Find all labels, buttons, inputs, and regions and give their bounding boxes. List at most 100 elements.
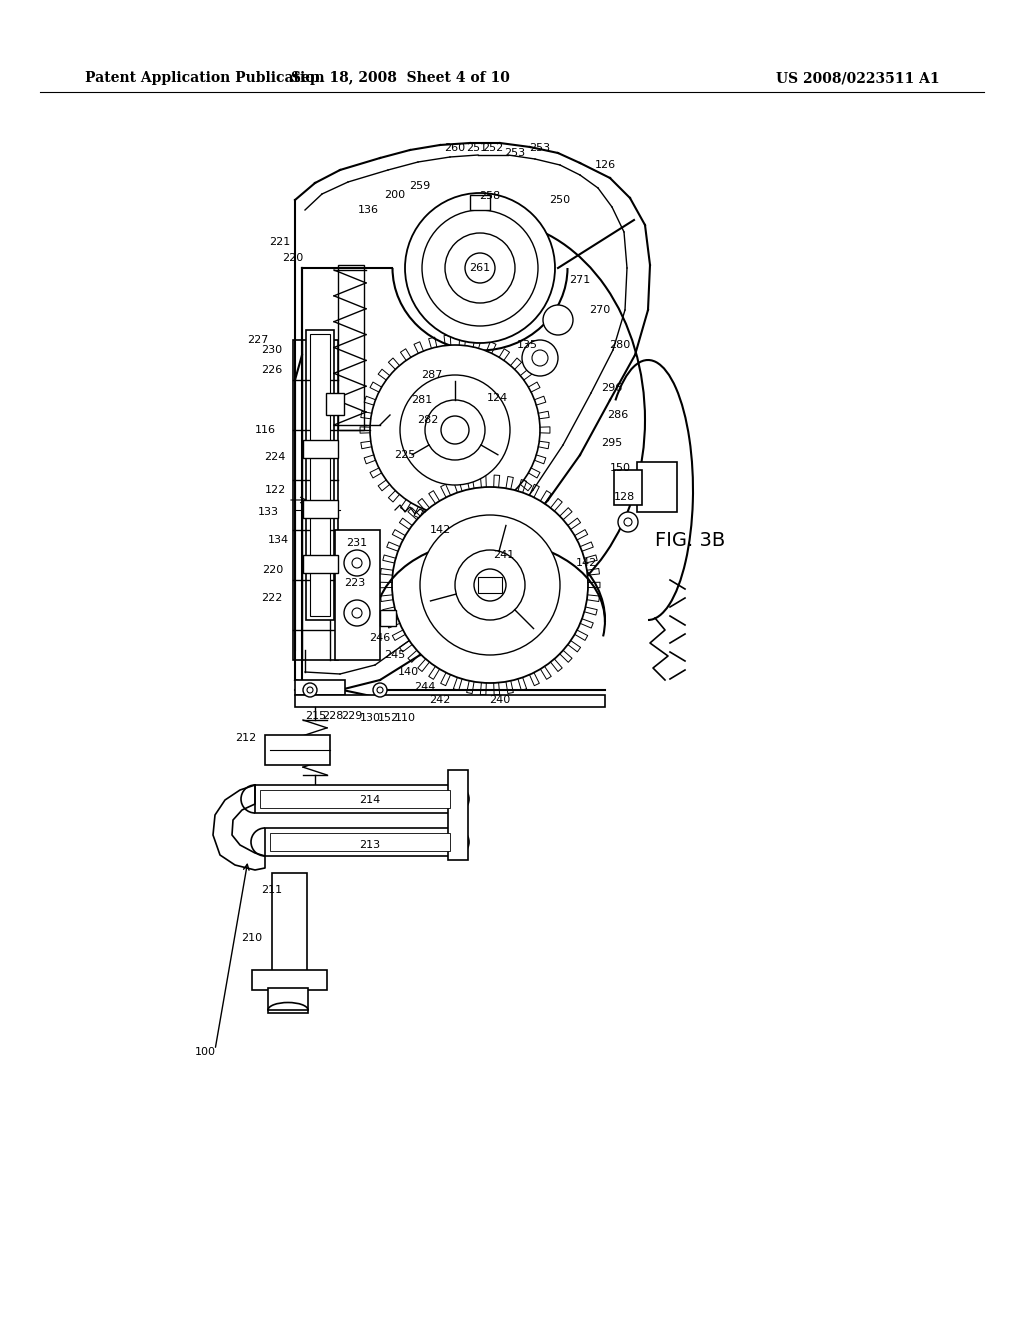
- Bar: [614, 470, 642, 506]
- Circle shape: [532, 350, 548, 366]
- Text: 240: 240: [489, 696, 511, 705]
- Text: 227: 227: [248, 335, 268, 345]
- Circle shape: [370, 345, 540, 515]
- Text: 230: 230: [261, 345, 283, 355]
- Text: FIG. 3B: FIG. 3B: [655, 531, 725, 549]
- Text: 142: 142: [429, 525, 451, 535]
- Text: 286: 286: [607, 411, 629, 420]
- Text: 212: 212: [236, 733, 257, 743]
- Text: 100: 100: [195, 1047, 215, 1057]
- Circle shape: [543, 305, 573, 335]
- Text: 231: 231: [346, 539, 368, 548]
- Text: 220: 220: [262, 565, 284, 576]
- Text: 282: 282: [418, 414, 438, 425]
- Text: 130: 130: [359, 713, 381, 723]
- Text: 258: 258: [479, 191, 501, 201]
- Bar: [470, 195, 490, 210]
- Text: 251: 251: [467, 143, 487, 153]
- Circle shape: [352, 609, 362, 618]
- Text: 221: 221: [269, 238, 291, 247]
- Circle shape: [406, 193, 555, 343]
- Text: 259: 259: [410, 181, 431, 191]
- Text: 142: 142: [575, 558, 597, 568]
- Bar: [303, 440, 338, 458]
- Circle shape: [400, 375, 510, 484]
- Text: 134: 134: [267, 535, 289, 545]
- Bar: [293, 341, 338, 660]
- Text: 225: 225: [394, 450, 416, 459]
- Text: 140: 140: [397, 667, 419, 677]
- Bar: [260, 789, 450, 808]
- Circle shape: [344, 601, 370, 626]
- Text: 110: 110: [394, 713, 416, 723]
- Text: 228: 228: [323, 711, 344, 721]
- Bar: [637, 462, 677, 512]
- Bar: [295, 680, 345, 696]
- Text: 281: 281: [412, 395, 432, 405]
- Bar: [338, 265, 364, 430]
- Bar: [478, 577, 502, 593]
- Text: 229: 229: [341, 711, 362, 721]
- Circle shape: [307, 686, 313, 693]
- Text: 245: 245: [384, 649, 406, 660]
- Bar: [268, 987, 308, 1012]
- Text: 226: 226: [261, 366, 283, 375]
- Circle shape: [303, 682, 317, 697]
- Text: 280: 280: [609, 341, 631, 350]
- Circle shape: [441, 416, 469, 444]
- Text: 253: 253: [529, 143, 551, 153]
- Text: 135: 135: [516, 341, 538, 350]
- Circle shape: [392, 487, 588, 682]
- Text: 126: 126: [595, 160, 615, 170]
- Bar: [255, 785, 455, 813]
- Text: 124: 124: [486, 393, 508, 403]
- Circle shape: [344, 550, 370, 576]
- Text: 136: 136: [357, 205, 379, 215]
- Bar: [303, 500, 338, 517]
- Bar: [252, 970, 327, 990]
- Text: 222: 222: [261, 593, 283, 603]
- Circle shape: [445, 234, 515, 304]
- Circle shape: [373, 682, 387, 697]
- Bar: [272, 873, 307, 973]
- Text: 244: 244: [415, 682, 435, 692]
- Bar: [380, 610, 396, 626]
- Text: 295: 295: [601, 438, 623, 447]
- Circle shape: [465, 253, 495, 282]
- Bar: [306, 330, 334, 620]
- Bar: [303, 554, 338, 573]
- Bar: [449, 770, 468, 861]
- Bar: [295, 696, 605, 708]
- Bar: [265, 828, 455, 855]
- Text: 214: 214: [359, 795, 381, 805]
- Circle shape: [420, 515, 560, 655]
- Text: 250: 250: [550, 195, 570, 205]
- Text: 213: 213: [359, 840, 381, 850]
- Circle shape: [522, 341, 558, 376]
- Circle shape: [474, 569, 506, 601]
- Bar: [310, 334, 330, 616]
- Text: 224: 224: [264, 451, 286, 462]
- Text: 122: 122: [264, 484, 286, 495]
- Text: Sep. 18, 2008  Sheet 4 of 10: Sep. 18, 2008 Sheet 4 of 10: [291, 71, 509, 84]
- Bar: [326, 393, 344, 414]
- Circle shape: [455, 550, 525, 620]
- Text: 220: 220: [283, 253, 304, 263]
- Text: 200: 200: [384, 190, 406, 201]
- Text: 133: 133: [257, 507, 279, 517]
- Text: Patent Application Publication: Patent Application Publication: [85, 71, 325, 84]
- Circle shape: [352, 558, 362, 568]
- Circle shape: [624, 517, 632, 525]
- Circle shape: [425, 400, 485, 459]
- Text: 210: 210: [242, 933, 262, 942]
- Text: 152: 152: [378, 713, 398, 723]
- Text: 128: 128: [613, 492, 635, 502]
- Text: 116: 116: [255, 425, 275, 436]
- Text: 241: 241: [494, 550, 515, 560]
- Text: 223: 223: [344, 578, 366, 587]
- Text: 252: 252: [482, 143, 504, 153]
- Circle shape: [377, 686, 383, 693]
- Text: US 2008/0223511 A1: US 2008/0223511 A1: [776, 71, 940, 84]
- Text: 260: 260: [444, 143, 466, 153]
- Text: 287: 287: [421, 370, 442, 380]
